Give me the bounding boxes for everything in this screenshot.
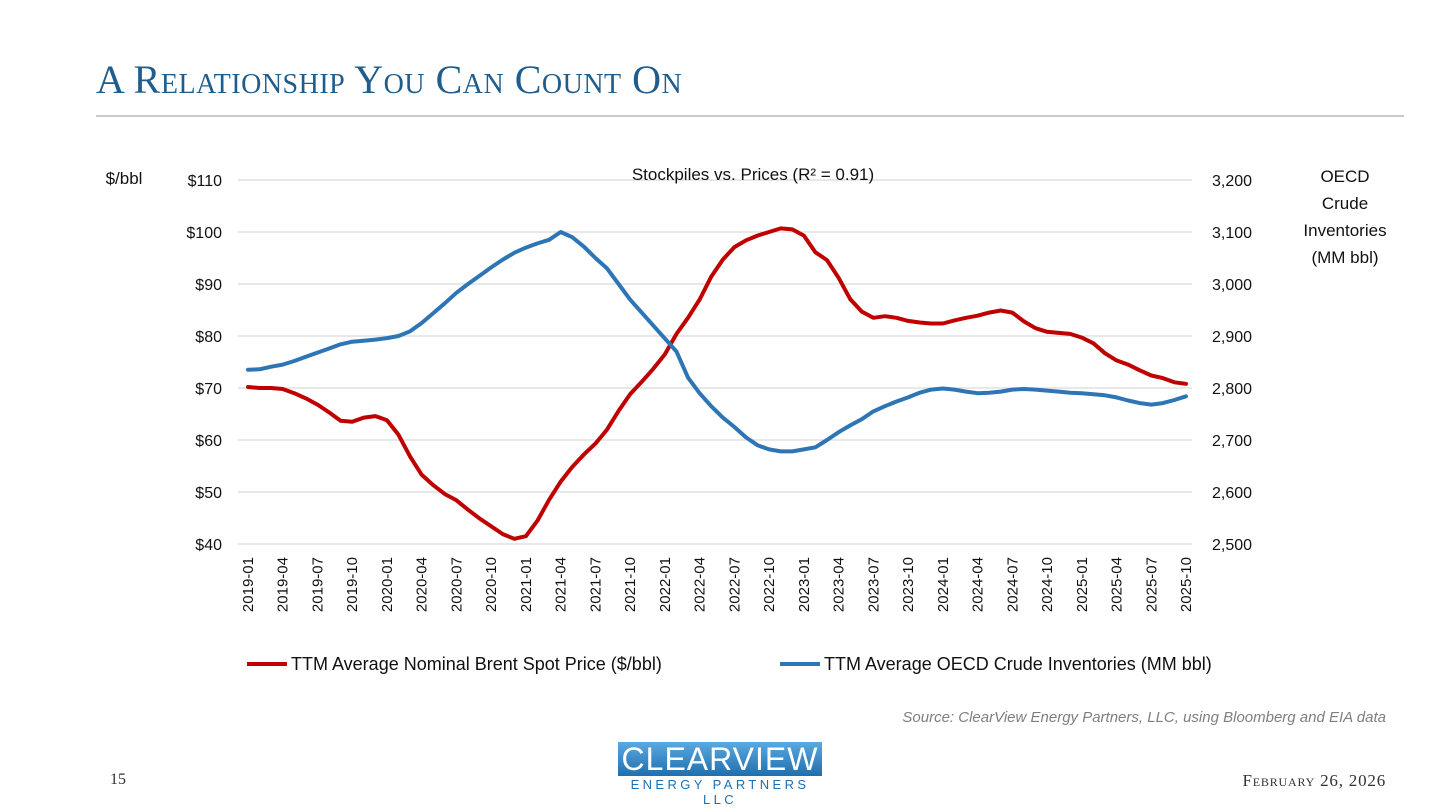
right-axis-tick-label: 2,900	[1212, 329, 1252, 346]
left-axis-label: $/bbl	[106, 169, 143, 188]
x-axis-tick-label: 2021-04	[553, 557, 570, 612]
x-axis-tick-label: 2020-07	[448, 557, 465, 612]
right-axis-tick-label: 3,200	[1212, 173, 1252, 190]
page-number: 15	[110, 771, 126, 788]
x-axis-tick-label: 2024-07	[1004, 557, 1021, 612]
x-axis-tick-label: 2025-07	[1143, 557, 1160, 612]
x-axis-tick-label: 2020-10	[483, 557, 500, 612]
right-axis-tick-label: 2,700	[1212, 433, 1252, 450]
chart-title: Stockpiles vs. Prices (R² = 0.91)	[632, 165, 874, 184]
slide-title: A Relationship You Can Count On	[96, 57, 683, 102]
x-axis-tick-label: 2023-01	[796, 557, 813, 612]
legend-label: TTM Average Nominal Brent Spot Price ($/…	[291, 654, 662, 674]
x-axis-tick-label: 2023-10	[900, 557, 917, 612]
logo-subtitle: ENERGY PARTNERS LLC	[630, 777, 810, 807]
axis-labels: $110 3,200 $100 3,100 $90 3,000 $80 2,900 $70 2,8…	[186, 167, 1386, 612]
right-axis-label: OECD	[1320, 167, 1369, 186]
x-axis-tick-label: 2022-10	[761, 557, 778, 612]
x-axis-tick-label: 2024-04	[970, 557, 987, 612]
x-axis-tick-label: 2020-01	[379, 557, 396, 612]
right-axis-tick-label: 2,600	[1212, 485, 1252, 502]
left-axis-tick-label: $50	[195, 485, 222, 502]
x-axis-tick-label: 2024-01	[935, 557, 952, 612]
left-axis-tick-label: $70	[195, 381, 222, 398]
legend: TTM Average Nominal Brent Spot Price ($/…	[247, 654, 1212, 674]
x-axis-tick-label: 2021-07	[587, 557, 604, 612]
x-axis-tick-label: 2022-07	[726, 557, 743, 612]
left-axis-tick-label: $80	[195, 329, 222, 346]
left-axis-tick-label: $40	[195, 537, 222, 554]
left-axis-tick-label: $110	[188, 173, 223, 190]
right-axis-tick-label: 2,800	[1212, 381, 1252, 398]
x-axis-tick-label: 2019-01	[240, 557, 257, 612]
x-axis-tick-label: 2023-07	[865, 557, 882, 612]
source-note: Source: ClearView Energy Partners, LLC, …	[902, 709, 1386, 726]
right-axis-label: Inventories	[1303, 221, 1386, 240]
x-axis-tick-label: 2025-10	[1178, 557, 1195, 612]
x-axis-tick-label: 2024-10	[1039, 557, 1056, 612]
x-axis-tick-label: 2019-04	[275, 557, 292, 612]
stockpiles-vs-prices-chart: $110 3,200 $100 3,100 $90 3,000 $80 2,900 $70 2,8…	[106, 165, 1387, 674]
series-lines	[246, 226, 1188, 541]
right-axis-label: Crude	[1322, 194, 1368, 213]
title-divider	[96, 115, 1404, 117]
x-axis-tick-label: 2023-04	[831, 557, 848, 612]
right-axis-label: (MM bbl)	[1311, 248, 1378, 267]
right-axis-tick-label: 3,100	[1212, 225, 1252, 242]
x-axis-tick-label: 2021-01	[518, 557, 535, 612]
x-axis-tick-label: 2022-04	[692, 557, 709, 612]
left-axis-tick-label: $90	[195, 277, 222, 294]
logo-wordmark: CLEARVIEW	[618, 742, 822, 776]
legend-label: TTM Average OECD Crude Inventories (MM b…	[824, 654, 1212, 674]
slide-date: February 26, 2026	[1242, 771, 1386, 790]
left-axis-tick-label: $100	[186, 225, 222, 242]
right-axis-tick-label: 2,500	[1212, 537, 1252, 554]
x-axis-tick-label: 2025-04	[1109, 557, 1126, 612]
left-axis-tick-label: $60	[195, 433, 222, 450]
x-axis-tick-label: 2019-10	[344, 557, 361, 612]
x-axis-tick-label: 2019-07	[309, 557, 326, 612]
x-axis-tick-label: 2021-10	[622, 557, 639, 612]
right-axis-tick-label: 3,000	[1212, 277, 1252, 294]
x-axis-tick-label: 2020-04	[414, 557, 431, 612]
series-line-brent-price	[246, 226, 1188, 541]
series-line-oecd-inventories	[246, 230, 1188, 454]
grid-lines	[238, 179, 1192, 545]
x-axis-tick-label: 2025-01	[1074, 557, 1091, 612]
clearview-logo: CLEARVIEW ENERGY PARTNERS LLC	[618, 742, 822, 807]
x-axis-tick-label: 2022-01	[657, 557, 674, 612]
